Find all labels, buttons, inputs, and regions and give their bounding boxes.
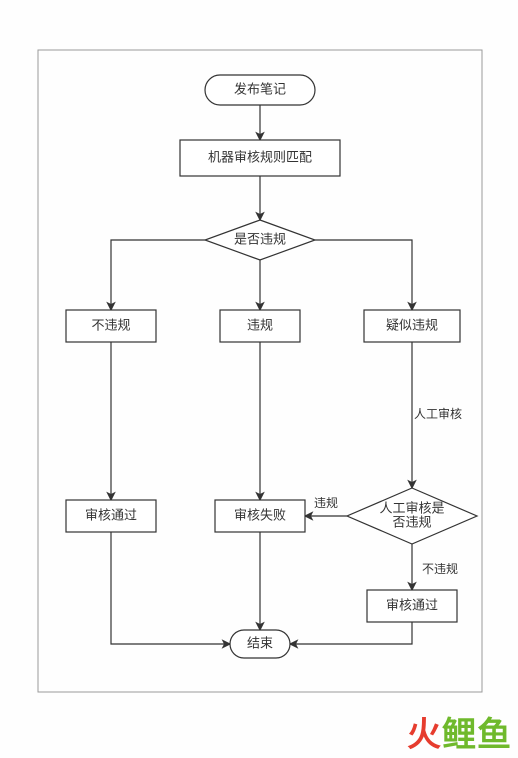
watermark-char: 鲤: [442, 716, 477, 754]
flow-node-viol: 违规: [220, 310, 300, 342]
watermark-char: 鱼: [477, 716, 512, 754]
flow-node-passL: 审核通过: [66, 500, 156, 532]
node-label: 审核通过: [386, 597, 438, 612]
watermark-char: 火: [407, 716, 442, 754]
node-label: 机器审核规则匹配: [208, 149, 312, 164]
node-label: 结束: [247, 635, 273, 650]
edges-group: 人工审核违规不违规: [111, 105, 462, 644]
node-label: 否违规: [392, 514, 431, 529]
node-label: 疑似违规: [386, 317, 438, 332]
flow-edge: [315, 240, 412, 310]
flow-node-decide1: 是否违规: [205, 220, 315, 260]
flow-node-fail: 审核失败: [215, 500, 305, 532]
node-label: 审核通过: [85, 507, 137, 522]
flow-node-end: 结束: [230, 630, 290, 658]
flow-node-decide2: 人工审核是否违规: [347, 488, 477, 544]
flow-node-machine: 机器审核规则匹配: [180, 140, 340, 176]
flow-node-start: 发布笔记: [205, 75, 315, 105]
node-label: 不违规: [91, 317, 130, 332]
flow-node-noViol: 不违规: [66, 310, 156, 342]
flow-edge: [111, 240, 205, 310]
edge-label: 人工审核: [414, 406, 462, 421]
flow-edge: [111, 532, 230, 644]
node-label: 是否违规: [234, 231, 286, 246]
edge-label: 不违规: [422, 561, 458, 576]
node-label: 审核失败: [234, 507, 286, 522]
watermark: 火鲤鱼: [407, 707, 512, 756]
flowchart-canvas: 人工审核违规不违规发布笔记机器审核规则匹配是否违规不违规违规疑似违规审核通过审核…: [0, 0, 518, 758]
edge-label: 违规: [314, 495, 338, 510]
node-label: 人工审核是: [379, 500, 444, 515]
node-label: 违规: [247, 317, 273, 332]
nodes-group: 发布笔记机器审核规则匹配是否违规不违规违规疑似违规审核通过审核失败人工审核是否违…: [66, 75, 477, 658]
flow-node-passR: 审核通过: [367, 590, 457, 622]
node-label: 发布笔记: [234, 81, 286, 96]
flow-node-suspect: 疑似违规: [364, 310, 460, 342]
flow-edge: [290, 622, 412, 644]
